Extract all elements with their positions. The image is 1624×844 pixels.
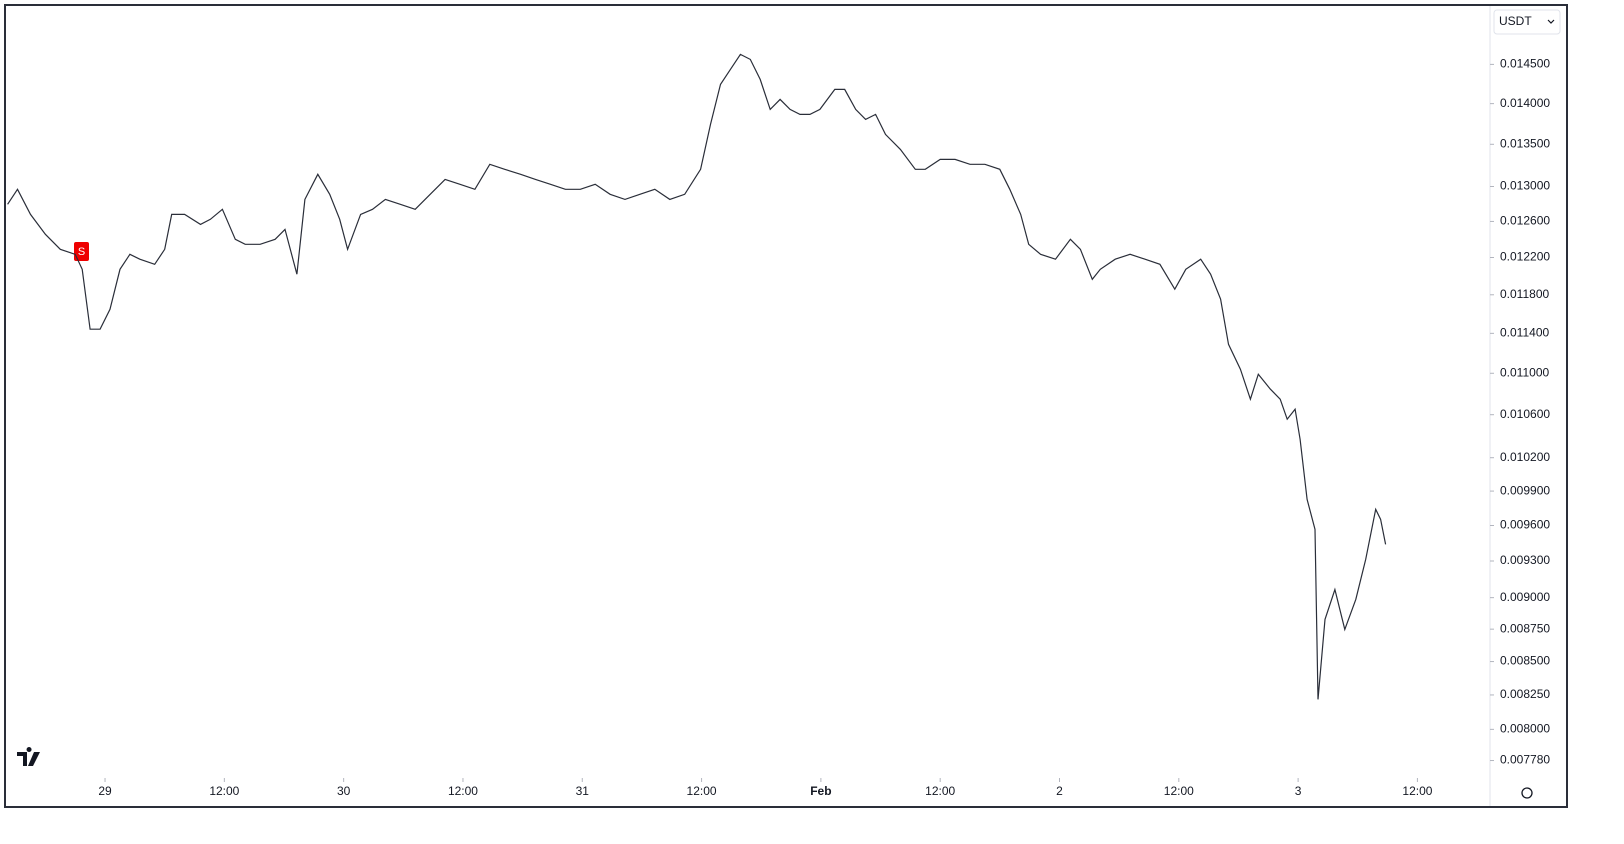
y-tick-label: 0.008250 <box>1500 687 1550 701</box>
x-tick-label: 12:00 <box>1164 784 1194 798</box>
y-tick-label: 0.011800 <box>1500 287 1549 301</box>
price-line <box>7 53 1387 700</box>
y-tick-label: 0.008000 <box>1500 722 1550 736</box>
y-tick-label: 0.009900 <box>1500 483 1550 497</box>
signal-marker[interactable] <box>74 242 89 261</box>
y-tick-label: 0.009600 <box>1500 518 1550 532</box>
y-tick-label: 0.008500 <box>1500 654 1550 668</box>
currency-dropdown[interactable] <box>1493 9 1561 35</box>
x-tick-label: 12:00 <box>925 784 955 798</box>
y-tick-label: 0.008750 <box>1500 621 1550 635</box>
x-tick-label: 3 <box>1295 784 1302 798</box>
y-tick-label: 0.013000 <box>1500 179 1550 193</box>
y-tick-label: 0.010200 <box>1500 450 1550 464</box>
logo[interactable] <box>17 747 40 766</box>
y-tick-label: 0.009300 <box>1500 553 1550 567</box>
y-tick-label: 0.012200 <box>1500 250 1550 264</box>
y-tick-label: 0.009000 <box>1500 590 1550 604</box>
x-tick-label: 12:00 <box>687 784 717 798</box>
dropdown-arrow <box>1547 19 1555 24</box>
y-tick-label: 0.013500 <box>1500 136 1550 150</box>
y-tick-label: 0.014500 <box>1500 57 1550 71</box>
x-tick-label: 29 <box>98 784 112 798</box>
y-tick-label: 0.011400 <box>1500 326 1549 340</box>
settings-icon[interactable] <box>1521 787 1533 799</box>
y-tick-label: 0.012600 <box>1500 214 1550 228</box>
chart-frame <box>4 4 1568 808</box>
x-tick-label: Feb <box>810 784 831 798</box>
y-tick-label: 0.014000 <box>1500 96 1550 110</box>
x-tick-label: 30 <box>337 784 351 798</box>
y-tick-label: 0.010600 <box>1500 407 1550 421</box>
x-tick-label: 12:00 <box>448 784 478 798</box>
y-tick-label: 0.011000 <box>1500 365 1549 379</box>
signal-label: S <box>78 246 85 258</box>
x-tick-label: 31 <box>576 784 590 798</box>
x-tick-label: 12:00 <box>1402 784 1432 798</box>
currency-label: USDT <box>1499 14 1532 28</box>
x-tick-label: 2 <box>1056 784 1063 798</box>
y-tick-label: 0.007780 <box>1500 753 1550 767</box>
x-tick-label: 12:00 <box>209 784 239 798</box>
